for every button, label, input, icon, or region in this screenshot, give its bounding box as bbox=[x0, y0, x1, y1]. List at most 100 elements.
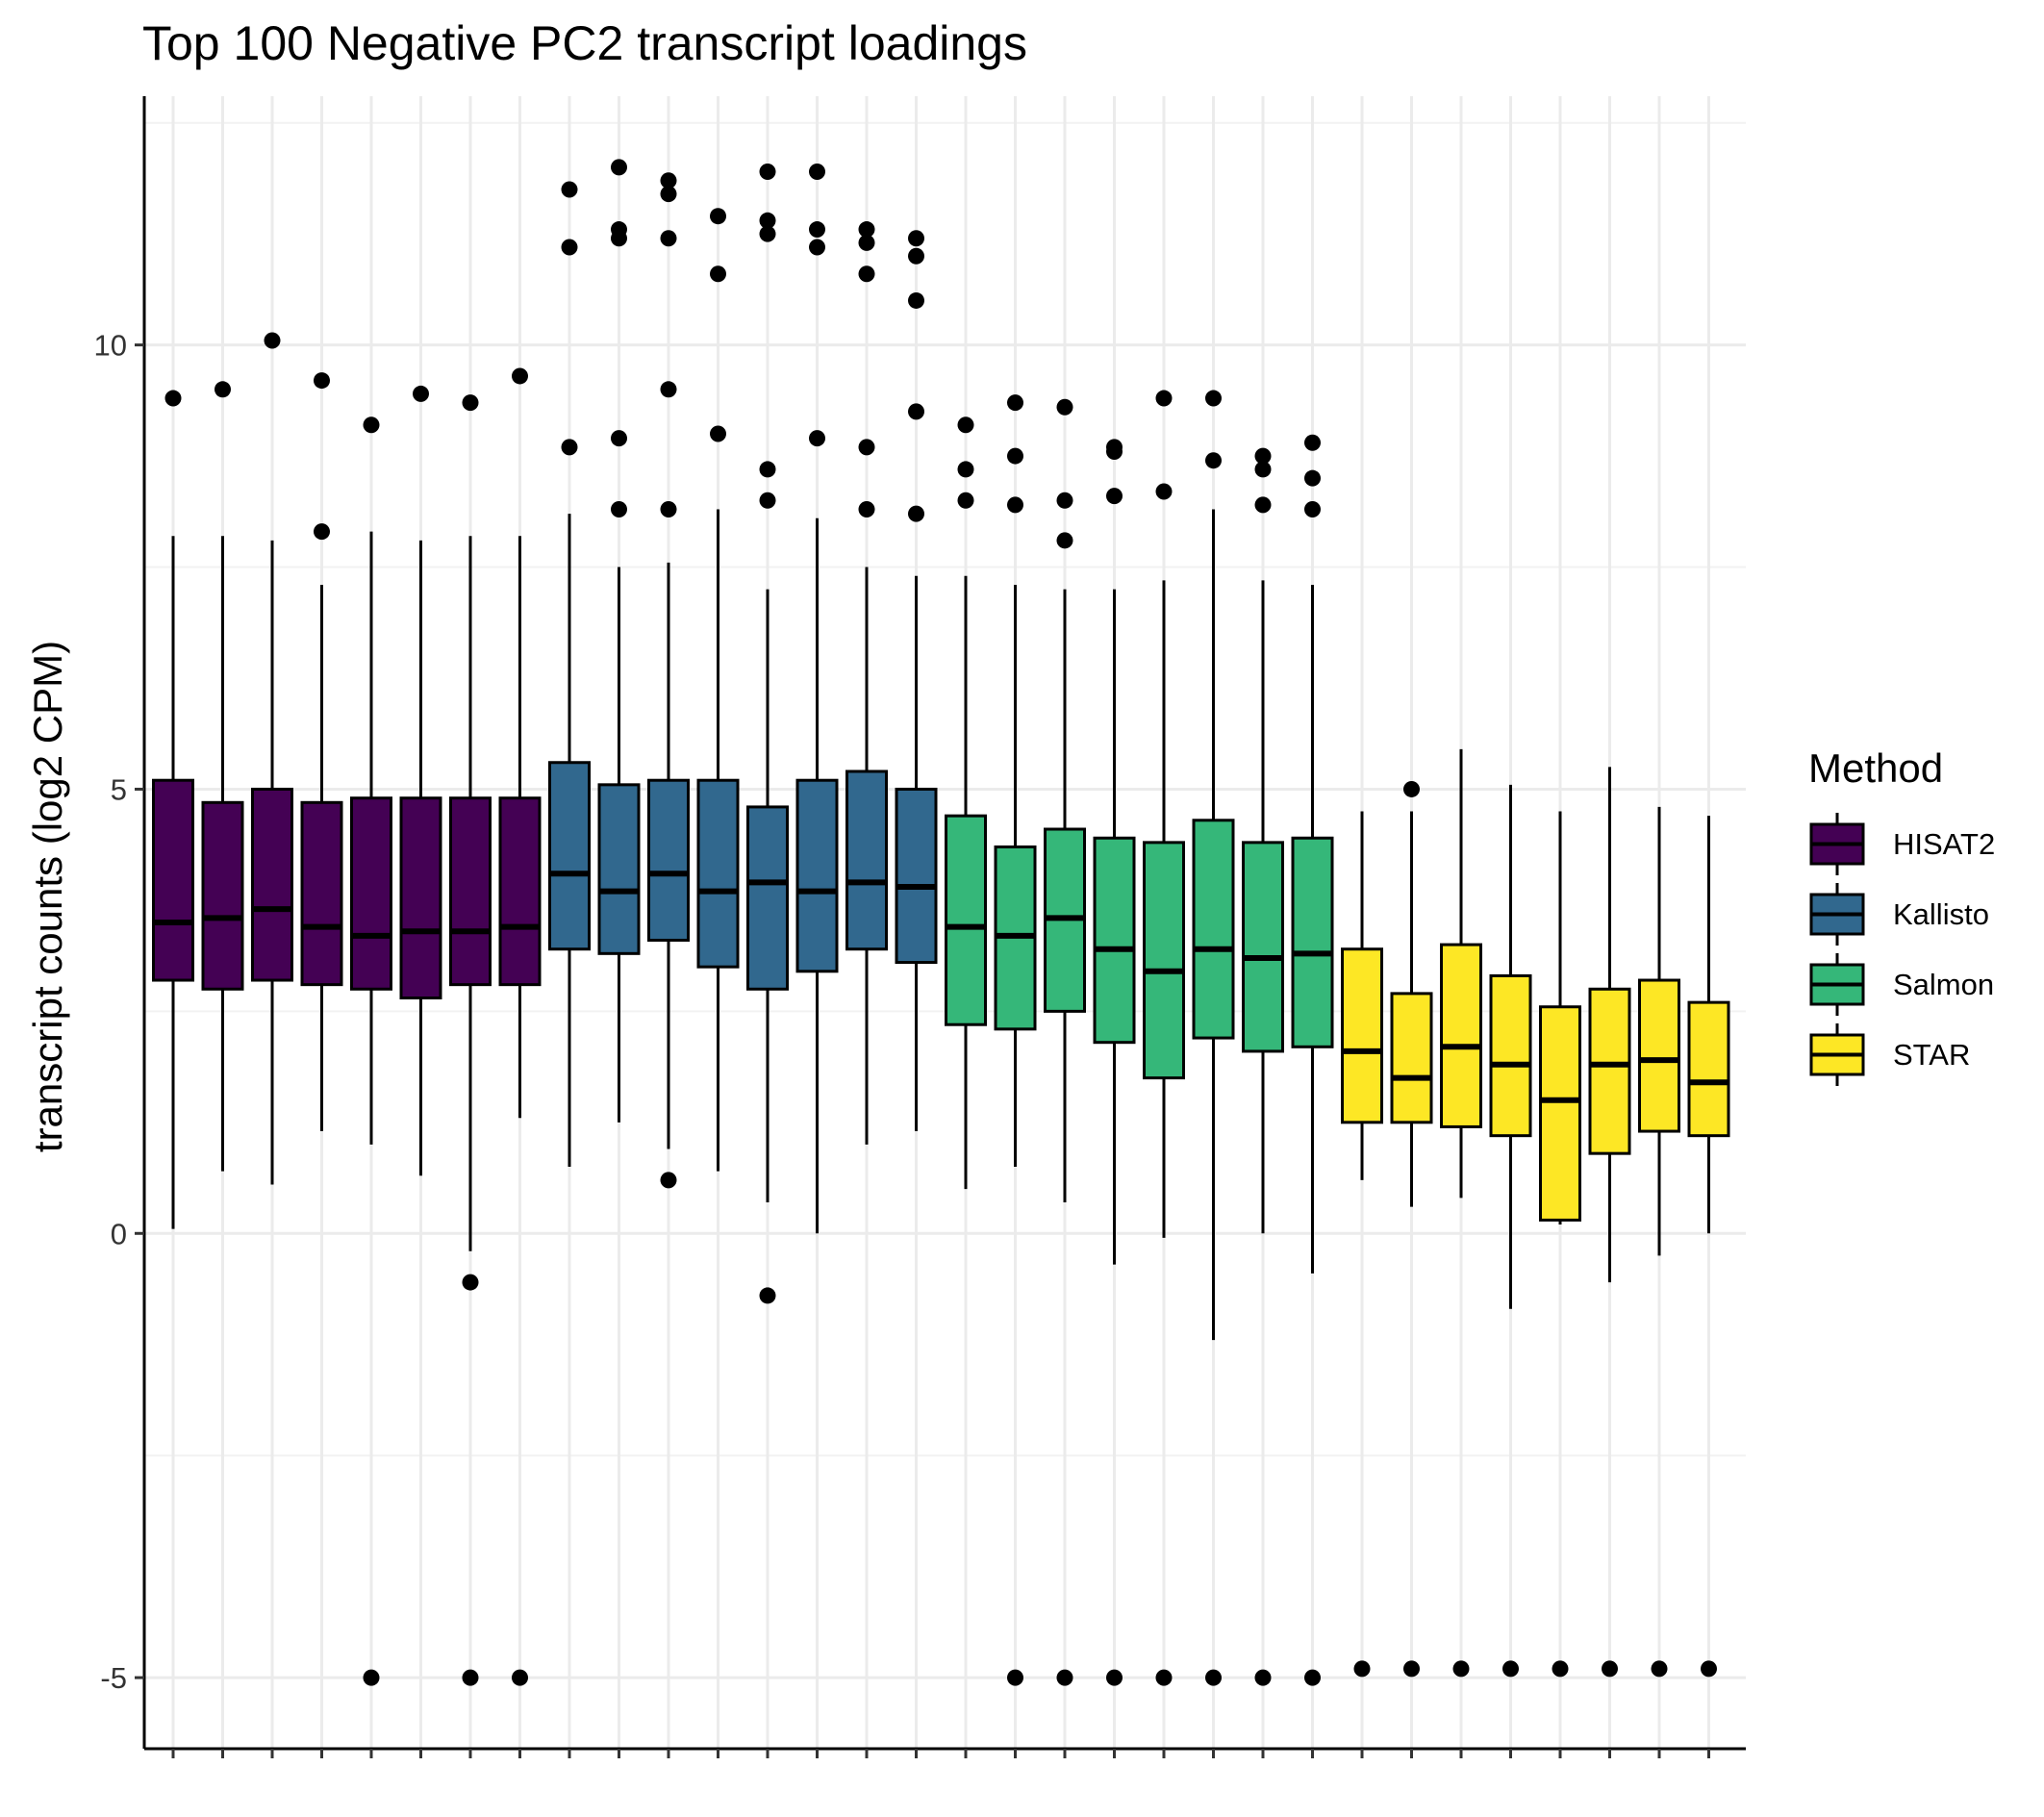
box-body bbox=[300, 800, 343, 987]
outlier-point bbox=[858, 439, 875, 456]
outlier-point bbox=[660, 1172, 677, 1189]
box-hisat2-1 bbox=[152, 390, 194, 1229]
legend-swatch bbox=[1809, 953, 1865, 1016]
y-tick-label: 0 bbox=[111, 1217, 127, 1250]
outlier-point bbox=[1701, 1660, 1717, 1678]
box-body bbox=[449, 796, 492, 987]
outlier-point bbox=[1353, 1660, 1371, 1678]
box-body bbox=[1539, 1005, 1581, 1222]
outlier-point bbox=[908, 230, 924, 247]
box-salmon-17 bbox=[945, 416, 987, 1190]
box-star-32 bbox=[1687, 816, 1730, 1678]
outlier-point bbox=[1403, 780, 1420, 797]
box-salmon-22 bbox=[1192, 390, 1235, 1686]
box-body bbox=[201, 800, 244, 991]
outlier-point bbox=[1304, 469, 1321, 487]
outlier-point bbox=[809, 430, 825, 447]
legend-key-kallisto bbox=[1808, 879, 1866, 949]
box-body bbox=[399, 796, 442, 1000]
legend-label-hisat2: HISAT2 bbox=[1893, 826, 1996, 861]
outlier-point bbox=[363, 1669, 380, 1686]
outlier-point bbox=[512, 1669, 528, 1686]
outlier-point bbox=[759, 164, 776, 181]
legend-swatch bbox=[1809, 883, 1865, 946]
outlier-point bbox=[908, 291, 924, 309]
outlier-point bbox=[1602, 1660, 1618, 1678]
box-body bbox=[1192, 819, 1235, 1040]
outlier-point bbox=[908, 403, 924, 420]
box-star-25 bbox=[1341, 811, 1383, 1678]
outlier-point bbox=[809, 221, 825, 239]
outlier-point bbox=[1007, 447, 1023, 465]
box-star-30 bbox=[1588, 767, 1631, 1678]
outlier-point bbox=[1304, 501, 1321, 517]
box-salmon-18 bbox=[994, 394, 1037, 1686]
chart-title: Top 100 Negative PC2 transcript loadings bbox=[142, 16, 1027, 70]
outlier-point bbox=[1106, 488, 1123, 505]
outlier-point bbox=[957, 416, 974, 434]
box-body bbox=[251, 787, 293, 982]
y-tick-label: 10 bbox=[94, 329, 127, 363]
outlier-point bbox=[660, 230, 677, 247]
legend-item-star: STAR bbox=[1808, 1020, 1995, 1090]
box-body bbox=[548, 761, 591, 951]
box-kallisto-9 bbox=[548, 181, 591, 1168]
outlier-point bbox=[759, 212, 776, 229]
box-star-29 bbox=[1539, 811, 1581, 1678]
outlier-point bbox=[1106, 439, 1123, 456]
outlier-point bbox=[710, 425, 726, 442]
box-salmon-20 bbox=[1093, 439, 1136, 1686]
box-body bbox=[1687, 1000, 1730, 1138]
outlier-point bbox=[611, 501, 627, 517]
legend-item-salmon: Salmon bbox=[1808, 949, 1995, 1020]
legend-key-star bbox=[1808, 1020, 1866, 1090]
box-body bbox=[1390, 992, 1433, 1124]
legend-label-salmon: Salmon bbox=[1893, 967, 1995, 1001]
outlier-point bbox=[1205, 390, 1222, 407]
outlier-point bbox=[858, 234, 875, 251]
outlier-point bbox=[1304, 434, 1321, 451]
y-tick-label: -5 bbox=[100, 1661, 127, 1695]
outlier-point bbox=[858, 265, 875, 283]
outlier-point bbox=[1007, 496, 1023, 514]
outlier-point bbox=[462, 1274, 479, 1291]
outlier-point bbox=[1651, 1660, 1668, 1678]
outlier-point bbox=[462, 1669, 479, 1686]
outlier-point bbox=[660, 172, 677, 189]
outlier-point bbox=[1056, 532, 1073, 549]
legend-item-kallisto: Kallisto bbox=[1808, 879, 1995, 949]
box-star-27 bbox=[1440, 748, 1482, 1678]
box-body bbox=[945, 814, 987, 1026]
outlier-point bbox=[957, 461, 974, 478]
box-star-28 bbox=[1489, 784, 1532, 1678]
outlier-point bbox=[164, 390, 182, 407]
outlier-point bbox=[710, 208, 726, 225]
outlier-point bbox=[1403, 1660, 1420, 1678]
y-tick-label: 5 bbox=[111, 772, 127, 806]
outlier-point bbox=[809, 239, 825, 256]
box-kallisto-13 bbox=[746, 164, 789, 1304]
legend-title: Method bbox=[1808, 745, 1944, 791]
outlier-point bbox=[561, 239, 578, 256]
outlier-point bbox=[858, 501, 875, 517]
outlier-point bbox=[512, 367, 528, 385]
box-body bbox=[1588, 987, 1631, 1155]
outlier-point bbox=[1502, 1660, 1519, 1678]
box-hisat2-4 bbox=[300, 372, 343, 1132]
legend-swatch bbox=[1809, 1023, 1865, 1086]
outlier-point bbox=[809, 164, 825, 181]
outlier-point bbox=[611, 230, 627, 247]
outlier-point bbox=[1205, 1669, 1222, 1686]
outlier-point bbox=[264, 332, 281, 349]
box-body bbox=[845, 770, 888, 951]
box-body bbox=[1440, 943, 1482, 1128]
box-star-31 bbox=[1638, 806, 1680, 1678]
legend-label-star: STAR bbox=[1893, 1037, 1971, 1072]
box-salmon-19 bbox=[1044, 398, 1086, 1686]
box-kallisto-11 bbox=[647, 172, 690, 1189]
outlier-point bbox=[1056, 398, 1073, 416]
outlier-point bbox=[1155, 1669, 1173, 1686]
outlier-point bbox=[1254, 496, 1272, 514]
box-body bbox=[597, 783, 641, 955]
box-body bbox=[1341, 947, 1383, 1124]
